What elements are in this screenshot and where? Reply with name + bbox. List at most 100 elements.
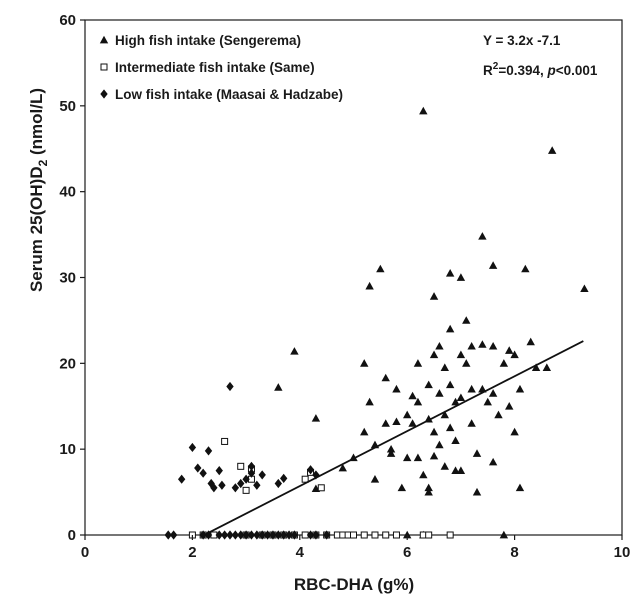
diamond-point xyxy=(194,463,202,473)
diamond-point xyxy=(274,530,282,540)
triangle-point xyxy=(547,146,557,154)
triangle-point xyxy=(445,269,455,277)
triangle-point xyxy=(419,106,428,115)
triangle-point xyxy=(456,466,466,474)
x-tick-label-10: 10 xyxy=(614,544,631,561)
legend-symbol-diamond xyxy=(100,89,108,99)
triangle-point xyxy=(290,347,299,355)
diamond-point xyxy=(199,530,207,540)
diamond-point xyxy=(226,530,234,540)
triangle-point xyxy=(403,410,412,419)
triangle-point xyxy=(392,417,401,426)
triangle-point xyxy=(451,466,460,474)
triangle-point xyxy=(445,380,455,389)
triangle-point xyxy=(424,483,433,492)
diamond-point xyxy=(274,478,282,489)
regression-line-group xyxy=(203,340,584,536)
square-point xyxy=(360,531,368,539)
x-tick-label-8: 8 xyxy=(510,544,518,561)
triangle-point xyxy=(440,410,449,419)
y-axis-label-main: Serum 25(OH)D xyxy=(27,166,46,292)
triangle-point xyxy=(311,414,321,422)
triangle-point xyxy=(521,264,530,273)
legend-label-low: Low fish intake (Maasai & Hadzabe) xyxy=(115,87,343,102)
square-point xyxy=(237,462,245,470)
triangle-point xyxy=(413,397,423,406)
diamond-point xyxy=(242,474,250,484)
x-tick-label-4: 4 xyxy=(296,544,305,561)
triangle-point xyxy=(435,341,444,350)
square-point xyxy=(301,475,309,483)
diamond-point xyxy=(253,480,261,490)
triangle-point xyxy=(456,393,466,402)
triangle-point xyxy=(370,475,380,483)
square-point xyxy=(350,531,357,539)
triangle-point xyxy=(435,389,444,397)
triangle-point xyxy=(488,457,498,466)
triangle-point xyxy=(386,449,396,457)
triangle-point xyxy=(435,440,444,449)
axis-ticks: 0 2 4 6 8 10 0 10 20 30 40 50 60 xyxy=(59,12,630,561)
x-tick-label-2: 2 xyxy=(188,544,196,561)
diamond-point xyxy=(258,530,266,540)
diamond-point xyxy=(247,530,256,540)
triangle-point xyxy=(488,389,498,397)
y-axis-label-unit: (nmol/L) xyxy=(27,88,46,160)
triangle-point xyxy=(456,273,466,281)
y-tick-label-10: 10 xyxy=(59,441,76,458)
regression-stats: R2=0.394, p<0.001 xyxy=(483,61,598,78)
triangle-point xyxy=(467,384,476,393)
diamond-point xyxy=(237,478,245,489)
diamond-point xyxy=(247,461,256,471)
square-point xyxy=(392,531,400,539)
triangle-point xyxy=(338,463,347,472)
data-points xyxy=(164,106,589,540)
triangle-point xyxy=(392,384,401,393)
square-point xyxy=(242,486,250,494)
legend-symbol-square xyxy=(100,63,108,71)
diamond-point xyxy=(210,483,218,493)
triangle-point xyxy=(445,423,455,432)
triangle-point xyxy=(515,384,525,393)
r2-value: =0.394, xyxy=(498,63,547,78)
triangle-point xyxy=(505,346,514,354)
triangle-point xyxy=(515,483,525,492)
series-diamond xyxy=(164,381,331,540)
legend-symbol-triangle xyxy=(99,35,109,44)
square-point xyxy=(317,484,325,492)
triangle-point xyxy=(472,487,482,496)
square-point xyxy=(425,531,433,539)
diamond-point xyxy=(258,470,266,480)
triangle-point xyxy=(403,530,412,539)
triangle-point xyxy=(488,341,498,350)
legend-symbols xyxy=(99,35,109,99)
diamond-point xyxy=(204,446,213,456)
triangle-point xyxy=(440,462,449,470)
diamond-point xyxy=(226,381,234,392)
triangle-point xyxy=(542,363,552,371)
triangle-point xyxy=(472,449,482,457)
diamond-point xyxy=(269,530,277,540)
r2-superscript: 2 xyxy=(493,61,499,72)
triangle-point xyxy=(429,451,439,460)
triangle-point xyxy=(483,397,492,406)
triangle-point xyxy=(505,402,514,410)
triangle-point xyxy=(462,316,471,324)
diamond-point xyxy=(290,530,299,540)
y-tick-label-30: 30 xyxy=(59,270,76,287)
y-tick-label-50: 50 xyxy=(59,98,76,115)
r2-prefix: R xyxy=(483,63,493,78)
diamond-point xyxy=(188,442,197,453)
legend-label-high: High fish intake (Sengerema) xyxy=(115,33,301,48)
diamond-point xyxy=(237,530,245,540)
diamond-point xyxy=(215,530,223,540)
y-tick-label-40: 40 xyxy=(59,184,76,201)
triangle-point xyxy=(499,359,509,367)
triangle-point xyxy=(429,427,439,436)
diamond-point xyxy=(306,530,315,540)
triangle-point xyxy=(445,324,455,333)
triangle-point xyxy=(478,340,487,348)
diamond-point xyxy=(231,530,240,540)
diamond-point xyxy=(312,530,320,540)
square-point xyxy=(371,531,379,539)
